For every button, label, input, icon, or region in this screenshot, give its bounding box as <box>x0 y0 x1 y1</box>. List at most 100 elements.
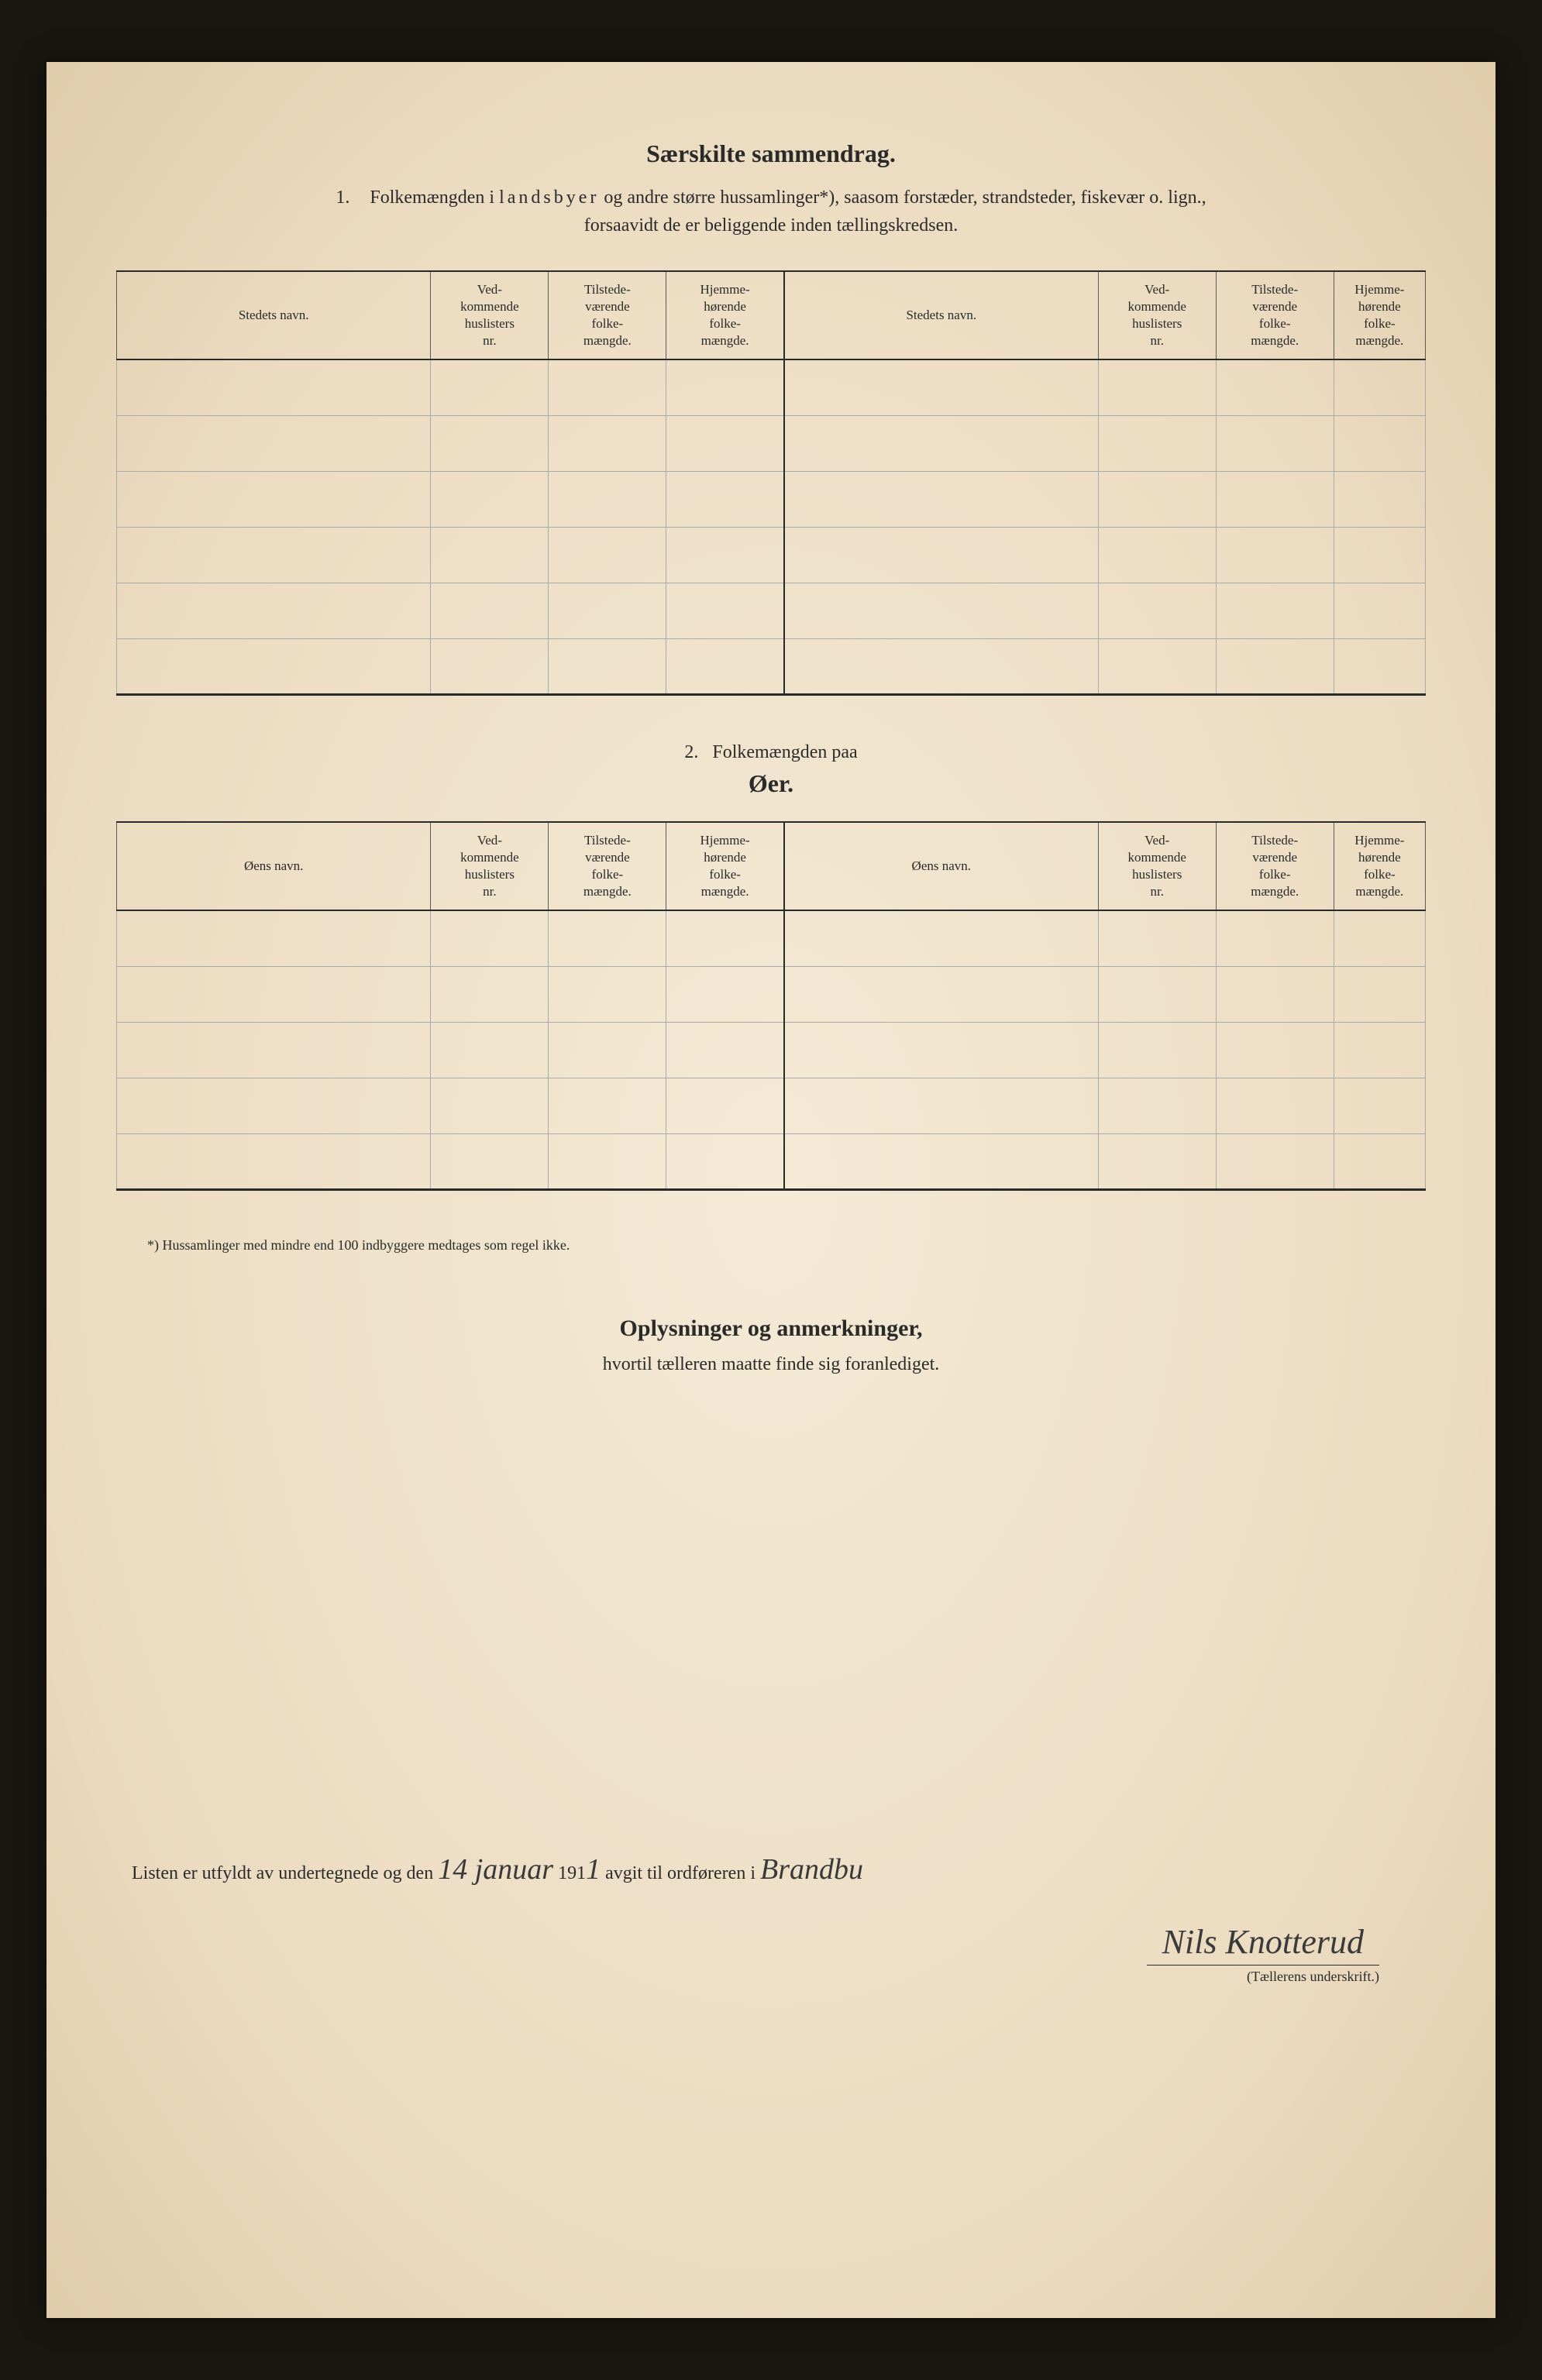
col-header: Tilstede-værendefolke-mængde. <box>1216 822 1334 910</box>
table-cell <box>1098 1078 1216 1133</box>
table-row <box>117 1133 1426 1189</box>
table-cell <box>666 415 784 471</box>
table-cell <box>549 527 666 583</box>
table-row <box>117 638 1426 694</box>
table-cell <box>549 1133 666 1189</box>
signature-line: Listen er utfyldt av undertegnede og den… <box>116 1840 1426 1899</box>
year-prefix: 191 <box>558 1863 586 1883</box>
table-cell <box>1334 471 1425 527</box>
table-1: Stedets navn. Ved-kommendehuslistersnr. … <box>116 270 1426 696</box>
table-cell <box>1216 415 1334 471</box>
table-cell <box>549 1078 666 1133</box>
col-header: Ved-kommendehuslistersnr. <box>431 822 549 910</box>
col-header: Øens navn. <box>784 822 1098 910</box>
table-cell <box>1098 359 1216 415</box>
table-cell <box>117 359 431 415</box>
table-row <box>117 527 1426 583</box>
intro-line2: forsaavidt de er beliggende inden tællin… <box>584 215 959 236</box>
col-header: Hjemme-hørendefolke-mængde. <box>1334 822 1425 910</box>
table-cell <box>549 359 666 415</box>
table-cell <box>1216 966 1334 1022</box>
table-cell <box>549 966 666 1022</box>
table-cell <box>1216 1078 1334 1133</box>
table-cell <box>431 359 549 415</box>
table-cell <box>117 527 431 583</box>
table-cell <box>1334 910 1425 966</box>
table-cell <box>117 583 431 638</box>
table-cell <box>549 1022 666 1078</box>
table-cell <box>666 638 784 694</box>
table-cell <box>117 638 431 694</box>
table-cell <box>666 471 784 527</box>
col-header: Stedets navn. <box>117 271 431 359</box>
section2-title-text: Folkemængden paa <box>712 742 857 762</box>
section2-title: 2. Folkemængden paa <box>116 742 1426 763</box>
table-cell <box>1334 1133 1425 1189</box>
sig-text-2: avgit til ordføreren i <box>605 1863 760 1883</box>
table-row: Stedets navn. Ved-kommendehuslistersnr. … <box>117 271 1426 359</box>
table-cell <box>666 527 784 583</box>
table-cell <box>1098 638 1216 694</box>
table-cell <box>1334 638 1425 694</box>
table-cell <box>549 415 666 471</box>
table-cell <box>666 1078 784 1133</box>
table-cell <box>431 966 549 1022</box>
table-row <box>117 910 1426 966</box>
table-row: Øens navn. Ved-kommendehuslistersnr. Til… <box>117 822 1426 910</box>
table-cell <box>1098 910 1216 966</box>
table-cell <box>117 415 431 471</box>
year-handwritten: 1 <box>586 1853 601 1886</box>
table-cell <box>431 910 549 966</box>
table-cell <box>1098 527 1216 583</box>
table-cell <box>666 359 784 415</box>
intro-spaced: landsbyer <box>499 187 599 208</box>
table-cell <box>1098 471 1216 527</box>
table-cell <box>1098 583 1216 638</box>
table-cell <box>117 471 431 527</box>
table-cell <box>1334 1078 1425 1133</box>
remarks-subtitle: hvortil tælleren maatte finde sig foranl… <box>116 1354 1426 1375</box>
table-cell <box>431 1078 549 1133</box>
table-cell <box>1334 583 1425 638</box>
intro-text-1: Folkemængden i <box>370 187 499 208</box>
col-header: Ved-kommendehuslistersnr. <box>431 271 549 359</box>
table-cell <box>117 966 431 1022</box>
table-cell <box>1334 966 1425 1022</box>
table-cell <box>1216 1022 1334 1078</box>
date-handwritten: 14 januar <box>438 1853 553 1886</box>
section2-number: 2. <box>684 742 698 762</box>
table-cell <box>666 583 784 638</box>
section2-subtitle: Øer. <box>116 769 1426 798</box>
table-cell <box>431 1022 549 1078</box>
table-cell <box>784 1133 1098 1189</box>
col-header: Tilstede-værendefolke-mængde. <box>1216 271 1334 359</box>
col-header: Øens navn. <box>117 822 431 910</box>
table-cell <box>1098 966 1216 1022</box>
col-header: Tilstede-værendefolke-mængde. <box>549 822 666 910</box>
table-cell <box>1216 527 1334 583</box>
table-cell <box>431 415 549 471</box>
table-cell <box>666 910 784 966</box>
remarks-title: Oplysninger og anmerkninger, <box>116 1316 1426 1342</box>
table-cell <box>431 583 549 638</box>
table-cell <box>1334 359 1425 415</box>
table-cell <box>1216 1133 1334 1189</box>
signature-name: Nils Knotterud <box>1147 1922 1379 1966</box>
table-cell <box>117 910 431 966</box>
table-cell <box>549 910 666 966</box>
table-cell <box>431 527 549 583</box>
table-cell <box>666 1133 784 1189</box>
table-cell <box>117 1133 431 1189</box>
col-header: Tilstede-værendefolke-mængde. <box>549 271 666 359</box>
table-cell <box>1216 910 1334 966</box>
signature-block: Nils Knotterud (Tællerens underskrift.) <box>116 1922 1426 1985</box>
table-cell <box>784 471 1098 527</box>
main-title: Særskilte sammendrag. <box>116 139 1426 168</box>
table-cell <box>784 910 1098 966</box>
table-cell <box>784 638 1098 694</box>
table-cell <box>666 966 784 1022</box>
place-handwritten: Brandbu <box>760 1853 863 1886</box>
col-header: Hjemme-hørendefolke-mængde. <box>666 271 784 359</box>
table-cell <box>784 415 1098 471</box>
table-cell <box>431 471 549 527</box>
